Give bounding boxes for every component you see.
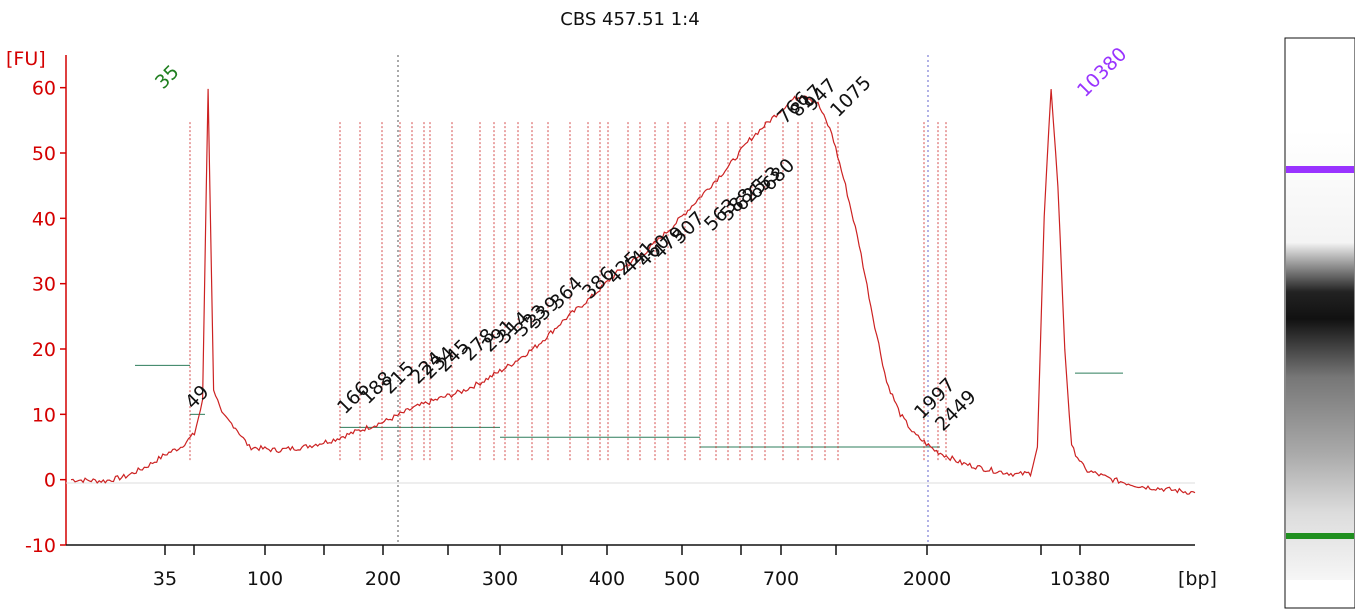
x-tick-label: 300	[482, 568, 518, 590]
y-tick-label: 0	[44, 470, 56, 492]
x-ticks: 35 100 200 300 400 500 700 2000 10380	[153, 545, 1110, 590]
y-ticks: -10 0 10 20 30 40 50 60	[25, 78, 66, 557]
x-tick-label: 700	[763, 568, 799, 590]
electropherogram-trace	[70, 88, 1196, 495]
y-tick-label: -10	[25, 535, 56, 557]
peak-integration-lines	[189, 120, 947, 461]
gel-band-gradient	[1286, 130, 1354, 580]
y-tick-label: 60	[32, 78, 56, 100]
x-tick-label: 10380	[1050, 568, 1110, 590]
x-tick-label: 100	[247, 568, 283, 590]
upper-marker-label: 10380	[1073, 43, 1131, 101]
x-tick-label: 400	[589, 568, 625, 590]
y-axis-label: [FU]	[6, 48, 46, 70]
lower-marker-label: 35	[151, 61, 184, 94]
x-tick-label: 500	[664, 568, 700, 590]
x-tick-label: 2000	[903, 568, 951, 590]
gel-lower-marker-band	[1286, 533, 1354, 539]
peak-size-label: 49	[181, 381, 214, 414]
y-tick-label: 20	[32, 339, 56, 361]
x-tick-label: 200	[365, 568, 401, 590]
x-tick-label: 35	[153, 568, 177, 590]
gel-upper-marker-band	[1286, 166, 1354, 173]
y-tick-label: 10	[32, 404, 56, 426]
gel-lane	[1284, 37, 1355, 609]
x-axis-label: [bp]	[1178, 568, 1217, 590]
y-tick-label: 40	[32, 208, 56, 230]
y-tick-label: 50	[32, 143, 56, 165]
chart-title: CBS 457.51 1:4	[560, 9, 699, 30]
y-tick-label: 30	[32, 274, 56, 296]
